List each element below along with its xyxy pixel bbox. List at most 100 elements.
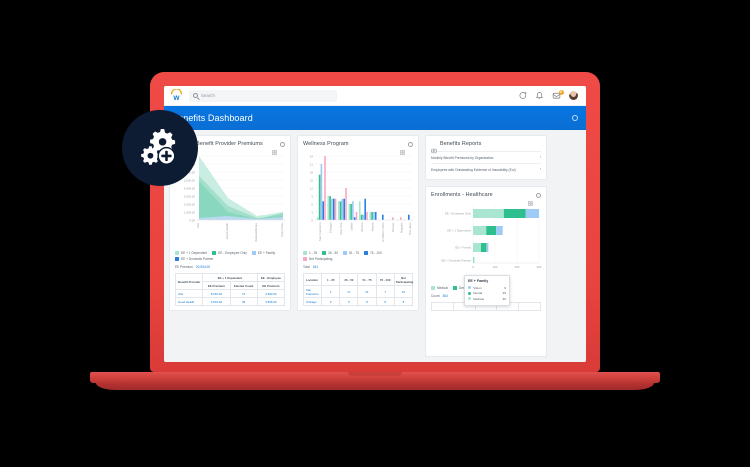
profile-avatar[interactable] [569,91,578,100]
premiums-total-value: 20,534.00 [195,265,211,269]
col-76-100: 76 - 100 [375,273,395,286]
workday-logo-icon[interactable]: W [170,88,183,102]
cell-1-25[interactable]: 1 [321,285,341,298]
cell-51-75[interactable]: 8 [357,297,377,306]
legend-label: EE + 1 Dependent [181,251,208,255]
legend-item[interactable]: EE + Domestic Partner [175,257,214,261]
cell-premium-1[interactable]: 8,032.00 [202,289,231,298]
table-header-row: Location 1 - 25 26 - 50 51 - 75 76 - 100… [302,273,413,286]
tooltip-label: Vision [473,285,482,290]
grid-view-icon[interactable] [272,142,277,155]
inbox-icon[interactable]: 6 [552,89,564,100]
cell-premium-2[interactable]: 3,656.00 [256,297,286,306]
cell[interactable] [518,302,541,311]
svg-text:EE + 1 Dependent: EE + 1 Dependent [447,229,471,233]
column-reports: Benefits Reports Monthly Benefit Premium… [425,135,547,357]
table-group-header-row: Benefit Provider EE + 1 Dependent EE - E… [174,273,286,290]
cell-location[interactable]: Chicago [302,297,323,306]
cell-premium-2[interactable]: 4,990.00 [256,289,286,298]
legend-item[interactable]: 26 - 50 [322,251,338,255]
legend-item[interactable]: Medical [431,286,448,290]
report-link-monthly-premiums[interactable]: Monthly Benefit Premiums by Organization… [431,151,541,163]
gear-icon[interactable] [280,141,285,147]
table-wellness: Location 1 - 25 26 - 50 51 - 75 76 - 100… [302,273,414,306]
legend-item[interactable]: 76 - 100 [364,251,382,255]
gear-icon[interactable] [408,141,413,147]
legend-label: 26 - 50 [328,251,339,255]
laptop-lid: W Search 6 [150,72,600,372]
cell-51-75[interactable]: 21 [357,285,377,298]
reports-header: Benefits Reports [431,141,541,154]
search-input[interactable]: Search [189,89,337,102]
workday-top-bar: W Search 6 [164,86,586,106]
cell-count[interactable]: 35 [229,297,258,306]
cell-not-participating[interactable]: 24 [393,285,414,298]
legend-item[interactable]: Dental [452,286,468,290]
cell-76-100[interactable]: 8 [375,297,395,306]
premiums-total: EE Premium 20,534.00 [175,265,285,269]
col-ee-premium-2: EE Premium [256,281,286,290]
svg-text:EE - Employee Only: EE - Employee Only [445,212,472,216]
cell[interactable] [431,302,454,311]
gears-plus-badge[interactable] [122,110,198,186]
legend-item[interactable]: Not Participating [303,257,332,261]
legend-wellness: 1 - 25 26 - 50 51 - 75 76 - 100 Not Part… [303,251,413,261]
legend-item[interactable]: 51 - 75 [343,251,359,255]
cell-location[interactable]: San Francisco [302,285,323,298]
table-row: Chicago 0 9 8 8 8 [302,297,414,306]
svg-text:Chicago: Chicago [329,222,333,233]
chat-icon[interactable] [518,91,527,100]
report-link-outstanding-eoi[interactable]: Employees with Outstanding Evidence of I… [431,163,541,175]
svg-text:1,000.00: 1,000.00 [184,210,196,214]
svg-text:100: 100 [493,265,498,269]
legend-label: Medical [437,286,448,290]
legend-item[interactable]: EE + Family [251,251,275,255]
legend-label: 51 - 75 [349,251,360,255]
cell-provider[interactable]: Aha [174,289,204,298]
tooltip-title: EE + Family [468,279,489,283]
col-1-25: 1 - 25 [321,273,341,286]
bar-chart-wellness: 24 21 18 15 12 9 6 3 0 [303,150,413,247]
cell-not-participating[interactable]: 8 [393,297,414,306]
legend-item[interactable]: EE - Employee Only [212,251,247,255]
card-title: Enrollments - Healthcare [431,192,493,198]
svg-text:5,000.00: 5,000.00 [184,178,196,182]
legend-label: Not Participating [309,257,333,261]
inbox-badge-count: 6 [558,89,564,95]
col-location: Location [302,273,323,286]
report-icon [431,141,437,154]
cell-76-100[interactable]: 7 [375,285,395,298]
legend-item[interactable]: 1 - 25 [303,251,317,255]
cell-premium-1[interactable]: 3,604.00 [202,297,231,306]
card-header: Enrollments - Healthcare [431,192,541,206]
table-premiums: Benefit Provider EE + 1 Dependent EE - E… [174,273,286,306]
svg-text:0.00: 0.00 [189,218,195,222]
cell-26-50[interactable]: 9 [339,297,359,306]
legend-item[interactable]: EE + 1 Dependent [175,251,207,255]
cell-26-50[interactable]: 17 [339,285,359,298]
svg-text:Good Health: Good Health [225,223,229,240]
tooltip-row-dental: Dental 25 [468,291,506,295]
card-header: Monthly Benefit Provider Premiums [175,141,285,155]
svg-text:300: 300 [537,265,542,269]
svg-text:2,000.00: 2,000.00 [184,202,196,206]
tooltip-value: 9 [504,285,506,290]
svg-text:200: 200 [515,265,520,269]
svg-text:San Juan: San Juan [408,222,412,235]
header-gear-icon[interactable] [572,115,578,121]
svg-text:6,000.00: 6,000.00 [184,170,196,174]
card-actions [400,141,413,155]
notifications-bell-icon[interactable] [535,91,544,100]
grid-view-icon[interactable] [528,193,533,206]
legend-premiums: EE + 1 Dependent EE - Employee Only EE +… [175,251,285,261]
cell-provider[interactable]: Good Health [174,297,204,306]
top-bar-icons: 6 [518,89,580,100]
gear-icon[interactable] [536,192,541,198]
tooltip-value: 36 [502,296,506,301]
svg-text:New York: New York [339,222,343,235]
grid-view-icon[interactable] [400,142,405,155]
cell-count[interactable]: 72 [229,289,258,298]
cell-1-25[interactable]: 0 [321,297,341,306]
tooltip-row-vision: Vision 9 [468,286,506,290]
